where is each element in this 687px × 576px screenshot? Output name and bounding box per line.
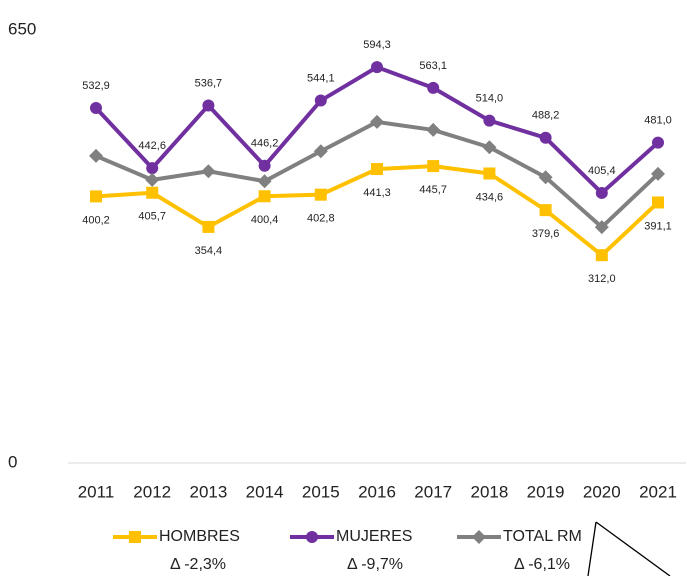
- data-label: 391,1: [644, 220, 672, 232]
- data-point: [652, 136, 664, 149]
- data-point: [90, 190, 102, 203]
- data-point: [652, 196, 664, 209]
- data-point: [483, 114, 496, 127]
- legend-marker: [129, 531, 141, 543]
- legend-marker: [472, 530, 486, 544]
- data-point: [594, 220, 609, 235]
- data-label: 442,6: [138, 140, 166, 152]
- legend-delta: Δ -9,7%: [347, 556, 403, 573]
- data-label: 594,3: [363, 39, 391, 51]
- data-label: 379,6: [532, 228, 560, 240]
- x-tick-label: 2021: [639, 482, 677, 501]
- data-point: [313, 144, 328, 159]
- data-point: [258, 190, 271, 203]
- x-tick-label: 2014: [246, 482, 284, 501]
- legend-label: MUJERES: [336, 528, 412, 545]
- data-point: [314, 94, 327, 107]
- y-tick-label: 0: [8, 452, 17, 471]
- x-tick-label: 2011: [78, 482, 115, 501]
- data-point: [651, 166, 665, 181]
- legend-marker: [306, 531, 318, 543]
- data-point: [595, 249, 608, 262]
- x-tick-label: 2017: [414, 482, 452, 501]
- data-point: [90, 102, 102, 115]
- data-point: [146, 186, 159, 199]
- data-label: 532,9: [82, 80, 110, 92]
- data-point: [314, 188, 327, 201]
- data-label: 536,7: [195, 77, 223, 89]
- x-tick-label: 2016: [358, 482, 396, 501]
- arrow-line: [587, 521, 597, 576]
- legend-delta: Δ -2,3%: [170, 556, 226, 573]
- legend-label: HOMBRES: [159, 528, 240, 545]
- data-point: [426, 122, 441, 137]
- legend-label: TOTAL RM: [503, 528, 582, 545]
- data-point: [538, 170, 553, 185]
- data-point: [201, 164, 216, 179]
- data-point: [202, 220, 215, 233]
- series-line: [95, 164, 660, 258]
- data-point: [89, 148, 103, 163]
- data-label: 312,0: [588, 273, 616, 285]
- data-point: [427, 160, 440, 173]
- data-point: [146, 162, 159, 175]
- data-label: 441,3: [363, 187, 391, 199]
- data-label: 488,2: [532, 110, 560, 122]
- data-label: 354,4: [195, 245, 223, 257]
- data-point: [539, 204, 552, 217]
- data-label: 445,7: [419, 184, 447, 196]
- data-label: 563,1: [419, 60, 447, 72]
- arrow-line: [595, 521, 671, 576]
- data-point: [482, 140, 497, 155]
- data-point: [145, 172, 160, 187]
- data-point: [595, 186, 608, 199]
- y-tick-label: 650: [8, 19, 36, 38]
- x-tick-label: 2013: [189, 482, 227, 501]
- data-label: 405,4: [588, 165, 616, 177]
- data-label: 544,1: [307, 72, 335, 84]
- x-tick-label: 2019: [527, 482, 565, 501]
- data-point: [258, 159, 271, 172]
- x-tick-label: 2015: [302, 482, 340, 501]
- x-tick-label: 2018: [470, 482, 508, 501]
- data-label: 514,0: [476, 93, 504, 105]
- data-point: [257, 174, 272, 189]
- x-tick-label: 2020: [583, 482, 621, 501]
- data-point: [202, 99, 215, 112]
- data-label: 400,4: [251, 214, 279, 226]
- data-label: 434,6: [476, 191, 504, 203]
- x-tick-label: 2012: [133, 482, 171, 501]
- data-point: [483, 167, 496, 180]
- data-label: 446,2: [251, 138, 279, 150]
- data-label: 402,8: [307, 213, 335, 225]
- data-label: 405,7: [138, 211, 166, 223]
- legend-delta: Δ -6,1%: [514, 556, 570, 573]
- data-point: [539, 131, 552, 144]
- data-point: [371, 61, 383, 74]
- data-label: 400,2: [82, 214, 110, 226]
- data-point: [427, 81, 440, 94]
- data-point: [370, 114, 384, 129]
- data-point: [371, 163, 383, 176]
- data-label: 481,0: [644, 114, 672, 126]
